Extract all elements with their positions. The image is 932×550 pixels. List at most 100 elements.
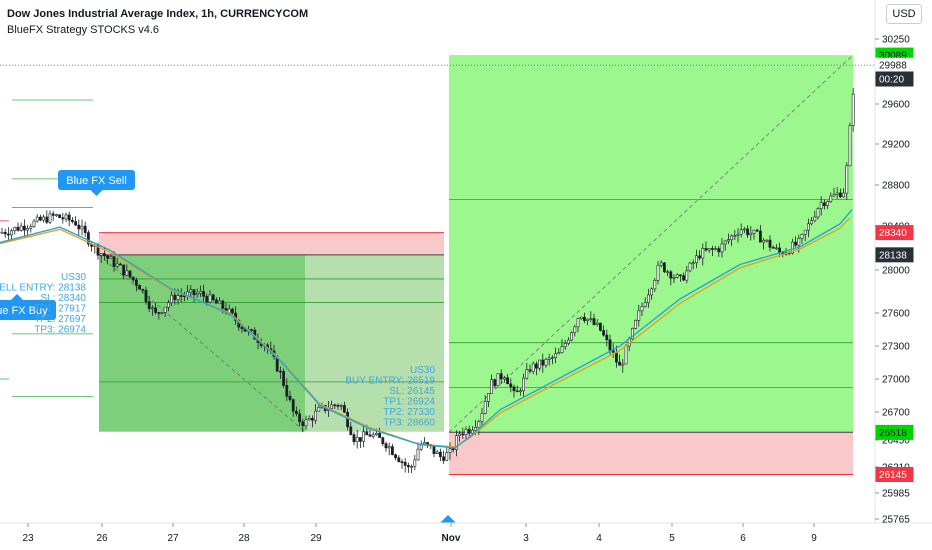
- sell-trade-info-line-1: SELL ENTRY: 28138: [0, 283, 86, 294]
- candle-body: [58, 214, 62, 218]
- y-tick-label: 28000: [882, 266, 910, 277]
- candle-body: [218, 300, 222, 304]
- candle-body: [64, 214, 68, 220]
- candle-body: [720, 243, 724, 253]
- x-tick-label: 23: [22, 533, 34, 544]
- x-tick-label: 29: [310, 533, 322, 544]
- candle-body: [707, 248, 711, 251]
- candle-body: [16, 226, 20, 231]
- candle-body: [483, 401, 487, 414]
- candle-body: [774, 247, 778, 250]
- candle-body: [822, 202, 826, 206]
- candle-body: [525, 369, 529, 379]
- y-tick-label: 28800: [882, 181, 910, 192]
- indicator-title[interactable]: BlueFX Strategy STOCKS v4.6: [7, 24, 160, 36]
- x-tick-label: 26: [96, 533, 108, 544]
- candle-body: [595, 322, 599, 325]
- candle-body: [826, 201, 830, 206]
- candle-body: [554, 353, 558, 358]
- candle-body: [589, 318, 593, 320]
- candle-body: [598, 322, 602, 331]
- candle-body: [74, 221, 78, 226]
- candle-body: [698, 255, 702, 259]
- moving-average-orange: [0, 217, 851, 448]
- candle-body: [576, 318, 580, 328]
- candle-body: [173, 294, 177, 300]
- price-label: 28340: [879, 228, 907, 239]
- candle-body: [630, 328, 634, 340]
- candle-body: [106, 255, 110, 259]
- candle-body: [208, 294, 212, 303]
- candle-body: [202, 291, 206, 297]
- candle-body: [570, 332, 574, 341]
- candle-body: [470, 429, 474, 434]
- price-label-box: [875, 467, 914, 483]
- candle-body: [205, 296, 209, 303]
- candle-body: [579, 316, 583, 319]
- candle-body: [602, 330, 606, 336]
- candle-body: [813, 216, 817, 222]
- candle-body: [557, 352, 561, 355]
- buy-signal-label[interactable]: Blue FX Buy: [0, 294, 56, 320]
- candle-body: [333, 404, 337, 407]
- candle-body: [739, 229, 743, 235]
- candle-body: [547, 357, 551, 360]
- candle-body: [746, 228, 750, 236]
- candle-body: [563, 343, 567, 348]
- candle-body: [35, 216, 39, 222]
- candle-body: [810, 220, 814, 225]
- candle-body: [509, 383, 513, 388]
- candle-body: [640, 306, 644, 312]
- candle-body: [755, 229, 759, 232]
- candle-body: [349, 426, 353, 435]
- candle-body: [310, 418, 314, 421]
- candle-body: [432, 445, 436, 454]
- candle-body: [26, 228, 30, 231]
- candle-body: [282, 371, 286, 386]
- candle-body: [77, 224, 81, 230]
- candle-body: [128, 270, 132, 278]
- candle-body: [314, 410, 318, 421]
- candle-body: [151, 307, 154, 310]
- candle-body: [701, 248, 705, 259]
- candle-body: [480, 413, 484, 422]
- candle-body: [157, 312, 161, 314]
- candle-body: [250, 329, 254, 331]
- candle-body: [422, 442, 426, 445]
- currency-button[interactable]: USD: [886, 4, 922, 24]
- candle-body: [678, 274, 682, 277]
- buy-signal-marker: [440, 515, 456, 523]
- candle-body: [362, 431, 366, 442]
- candle-body: [486, 393, 490, 402]
- candle-body: [714, 248, 718, 250]
- sell-stoploss-zone: [99, 232, 444, 255]
- candle-body: [742, 228, 746, 231]
- candle-body: [390, 446, 394, 456]
- candle-body: [592, 318, 596, 325]
- candle-body: [358, 437, 362, 442]
- candle-body: [675, 274, 679, 278]
- y-tick-label: 27300: [882, 342, 910, 353]
- price-label: 26518: [879, 428, 907, 439]
- time-axis: [0, 523, 932, 550]
- candle-body: [624, 345, 628, 365]
- candle-body: [342, 405, 346, 413]
- x-tick-label: Nov: [442, 533, 461, 544]
- candle-body: [838, 192, 842, 198]
- candle-body: [231, 308, 234, 314]
- buy-stoploss-zone: [449, 432, 853, 475]
- candle-body: [109, 256, 113, 259]
- candle-body: [502, 377, 506, 380]
- candle-body: [662, 262, 666, 273]
- candle-body: [384, 443, 388, 449]
- candle-body: [669, 271, 673, 279]
- symbol-title[interactable]: Dow Jones Industrial Average Index, 1h, …: [7, 8, 309, 20]
- candle-body: [643, 302, 647, 307]
- candle-body: [605, 334, 609, 341]
- candle-body: [518, 390, 522, 393]
- sell-signal-label[interactable]: Blue FX Sell: [58, 170, 135, 196]
- candle-body: [534, 363, 538, 369]
- candle-body: [61, 217, 65, 220]
- candle-body: [387, 446, 391, 449]
